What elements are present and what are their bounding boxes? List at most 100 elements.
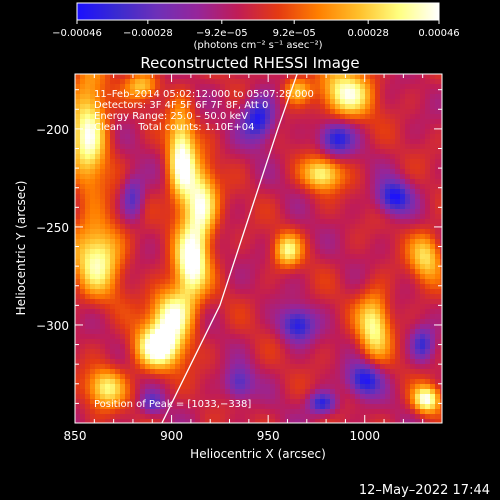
heatmap-cell bbox=[250, 354, 256, 360]
heatmap-cell bbox=[265, 179, 271, 185]
heatmap-cell bbox=[375, 394, 381, 400]
heatmap-cell bbox=[345, 309, 351, 315]
heatmap-cell bbox=[435, 309, 441, 315]
heatmap-cell bbox=[145, 349, 151, 355]
heatmap-cell bbox=[170, 174, 176, 180]
heatmap-cell bbox=[380, 199, 386, 205]
heatmap-cell bbox=[200, 144, 206, 150]
heatmap-cell bbox=[425, 169, 431, 175]
heatmap-cell bbox=[360, 384, 366, 390]
heatmap-cell bbox=[280, 119, 286, 125]
heatmap-cell bbox=[355, 194, 361, 200]
heatmap-cell bbox=[95, 79, 101, 85]
heatmap-cell bbox=[325, 159, 331, 165]
heatmap-cell bbox=[215, 349, 221, 355]
heatmap-cell bbox=[115, 369, 121, 375]
heatmap-cell bbox=[285, 264, 291, 270]
heatmap-cell bbox=[280, 164, 286, 170]
heatmap-cell bbox=[85, 124, 91, 130]
heatmap-cell bbox=[390, 194, 396, 200]
heatmap-cell bbox=[290, 114, 296, 120]
heatmap-cell bbox=[350, 299, 356, 305]
heatmap-cell bbox=[440, 229, 442, 235]
heatmap-cell bbox=[290, 289, 296, 295]
heatmap-cell bbox=[235, 339, 241, 345]
heatmap-cell bbox=[80, 99, 86, 105]
heatmap-cell bbox=[275, 104, 281, 110]
heatmap-cell bbox=[400, 74, 406, 80]
heatmap-cell bbox=[205, 174, 211, 180]
heatmap-cell bbox=[325, 254, 331, 260]
heatmap-cell bbox=[100, 249, 106, 255]
heatmap-cell bbox=[305, 374, 311, 380]
heatmap-cell bbox=[75, 94, 81, 100]
heatmap-cell bbox=[185, 124, 191, 130]
heatmap-cell bbox=[355, 89, 361, 95]
heatmap-cell bbox=[370, 194, 376, 200]
heatmap-cell bbox=[160, 99, 166, 105]
heatmap-cell bbox=[170, 389, 176, 395]
heatmap-cell bbox=[215, 264, 221, 270]
heatmap-cell bbox=[400, 114, 406, 120]
heatmap-cell bbox=[425, 174, 431, 180]
heatmap-cell bbox=[420, 134, 426, 140]
heatmap-cell bbox=[355, 174, 361, 180]
heatmap-cell bbox=[245, 159, 251, 165]
heatmap-cell bbox=[100, 139, 106, 145]
heatmap-cell bbox=[360, 314, 366, 320]
heatmap-cell bbox=[435, 324, 441, 330]
heatmap-cell bbox=[195, 234, 201, 240]
heatmap-cell bbox=[90, 399, 96, 405]
heatmap-cell bbox=[145, 359, 151, 365]
heatmap-cell bbox=[145, 264, 151, 270]
heatmap-cell bbox=[315, 389, 321, 395]
heatmap-cell bbox=[315, 124, 321, 130]
heatmap-cell bbox=[370, 324, 376, 330]
heatmap-cell bbox=[230, 79, 236, 85]
heatmap-cell bbox=[355, 109, 361, 115]
heatmap-cell bbox=[115, 309, 121, 315]
heatmap-cell bbox=[400, 94, 406, 100]
heatmap-cell bbox=[250, 394, 256, 400]
heatmap-cell bbox=[175, 404, 181, 410]
heatmap-cell bbox=[340, 339, 346, 345]
heatmap-cell bbox=[305, 364, 311, 370]
heatmap-cell bbox=[370, 354, 376, 360]
heatmap-cell bbox=[330, 389, 336, 395]
heatmap-cell bbox=[295, 249, 301, 255]
heatmap-cell bbox=[395, 184, 401, 190]
heatmap-cell bbox=[195, 244, 201, 250]
heatmap-cell bbox=[215, 334, 221, 340]
heatmap-cell bbox=[300, 154, 306, 160]
heatmap-cell bbox=[150, 224, 156, 230]
heatmap-cell bbox=[350, 239, 356, 245]
heatmap-cell bbox=[275, 354, 281, 360]
heatmap-cell bbox=[305, 209, 311, 215]
heatmap-cell bbox=[345, 289, 351, 295]
heatmap-cell bbox=[75, 284, 81, 290]
heatmap-cell bbox=[210, 249, 216, 255]
heatmap-cell bbox=[385, 404, 391, 410]
heatmap-cell bbox=[180, 404, 186, 410]
heatmap-cell bbox=[270, 249, 276, 255]
heatmap-cell bbox=[350, 209, 356, 215]
heatmap-cell bbox=[230, 219, 236, 225]
heatmap-cell bbox=[245, 89, 251, 95]
heatmap-cell bbox=[80, 134, 86, 140]
heatmap-cell bbox=[175, 299, 181, 305]
heatmap-cell bbox=[200, 349, 206, 355]
heatmap-cell bbox=[105, 244, 111, 250]
heatmap-cell bbox=[375, 359, 381, 365]
heatmap-cell bbox=[100, 209, 106, 215]
heatmap-cell bbox=[350, 349, 356, 355]
heatmap-cell bbox=[315, 309, 321, 315]
heatmap-cell bbox=[435, 114, 441, 120]
heatmap-cell bbox=[380, 269, 386, 275]
heatmap-cell bbox=[230, 269, 236, 275]
heatmap-cell bbox=[405, 274, 411, 280]
heatmap-cell bbox=[130, 214, 136, 220]
heatmap-cell bbox=[130, 359, 136, 365]
heatmap-cell bbox=[360, 114, 366, 120]
heatmap-cell bbox=[140, 209, 146, 215]
heatmap-cell bbox=[225, 124, 231, 130]
